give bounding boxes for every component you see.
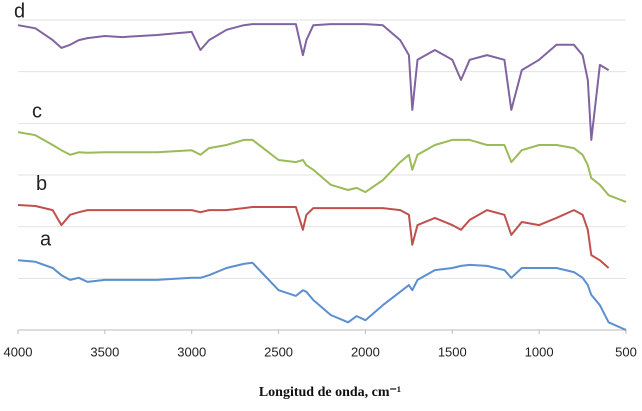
x-tick-label: 2000 — [351, 344, 380, 359]
spectrum-line — [17, 23, 610, 141]
series-label: b — [36, 173, 47, 195]
x-tick-label: 3500 — [90, 344, 119, 359]
x-axis-title: Longitud de onda, cm⁻¹ — [259, 385, 401, 400]
x-tick-label: 2500 — [264, 344, 293, 359]
spectrum-line — [17, 204, 610, 269]
series-label: a — [40, 229, 52, 251]
spectrum-line — [17, 131, 627, 203]
x-tick-label: 500 — [615, 344, 637, 359]
series-label: d — [14, 0, 25, 22]
x-tick-label: 3000 — [177, 344, 206, 359]
series-label: c — [32, 100, 42, 122]
x-tick-label: 4000 — [4, 344, 33, 359]
x-tick-label: 1000 — [525, 344, 554, 359]
x-tick-label: 1500 — [438, 344, 467, 359]
spectrum-line — [17, 259, 627, 331]
